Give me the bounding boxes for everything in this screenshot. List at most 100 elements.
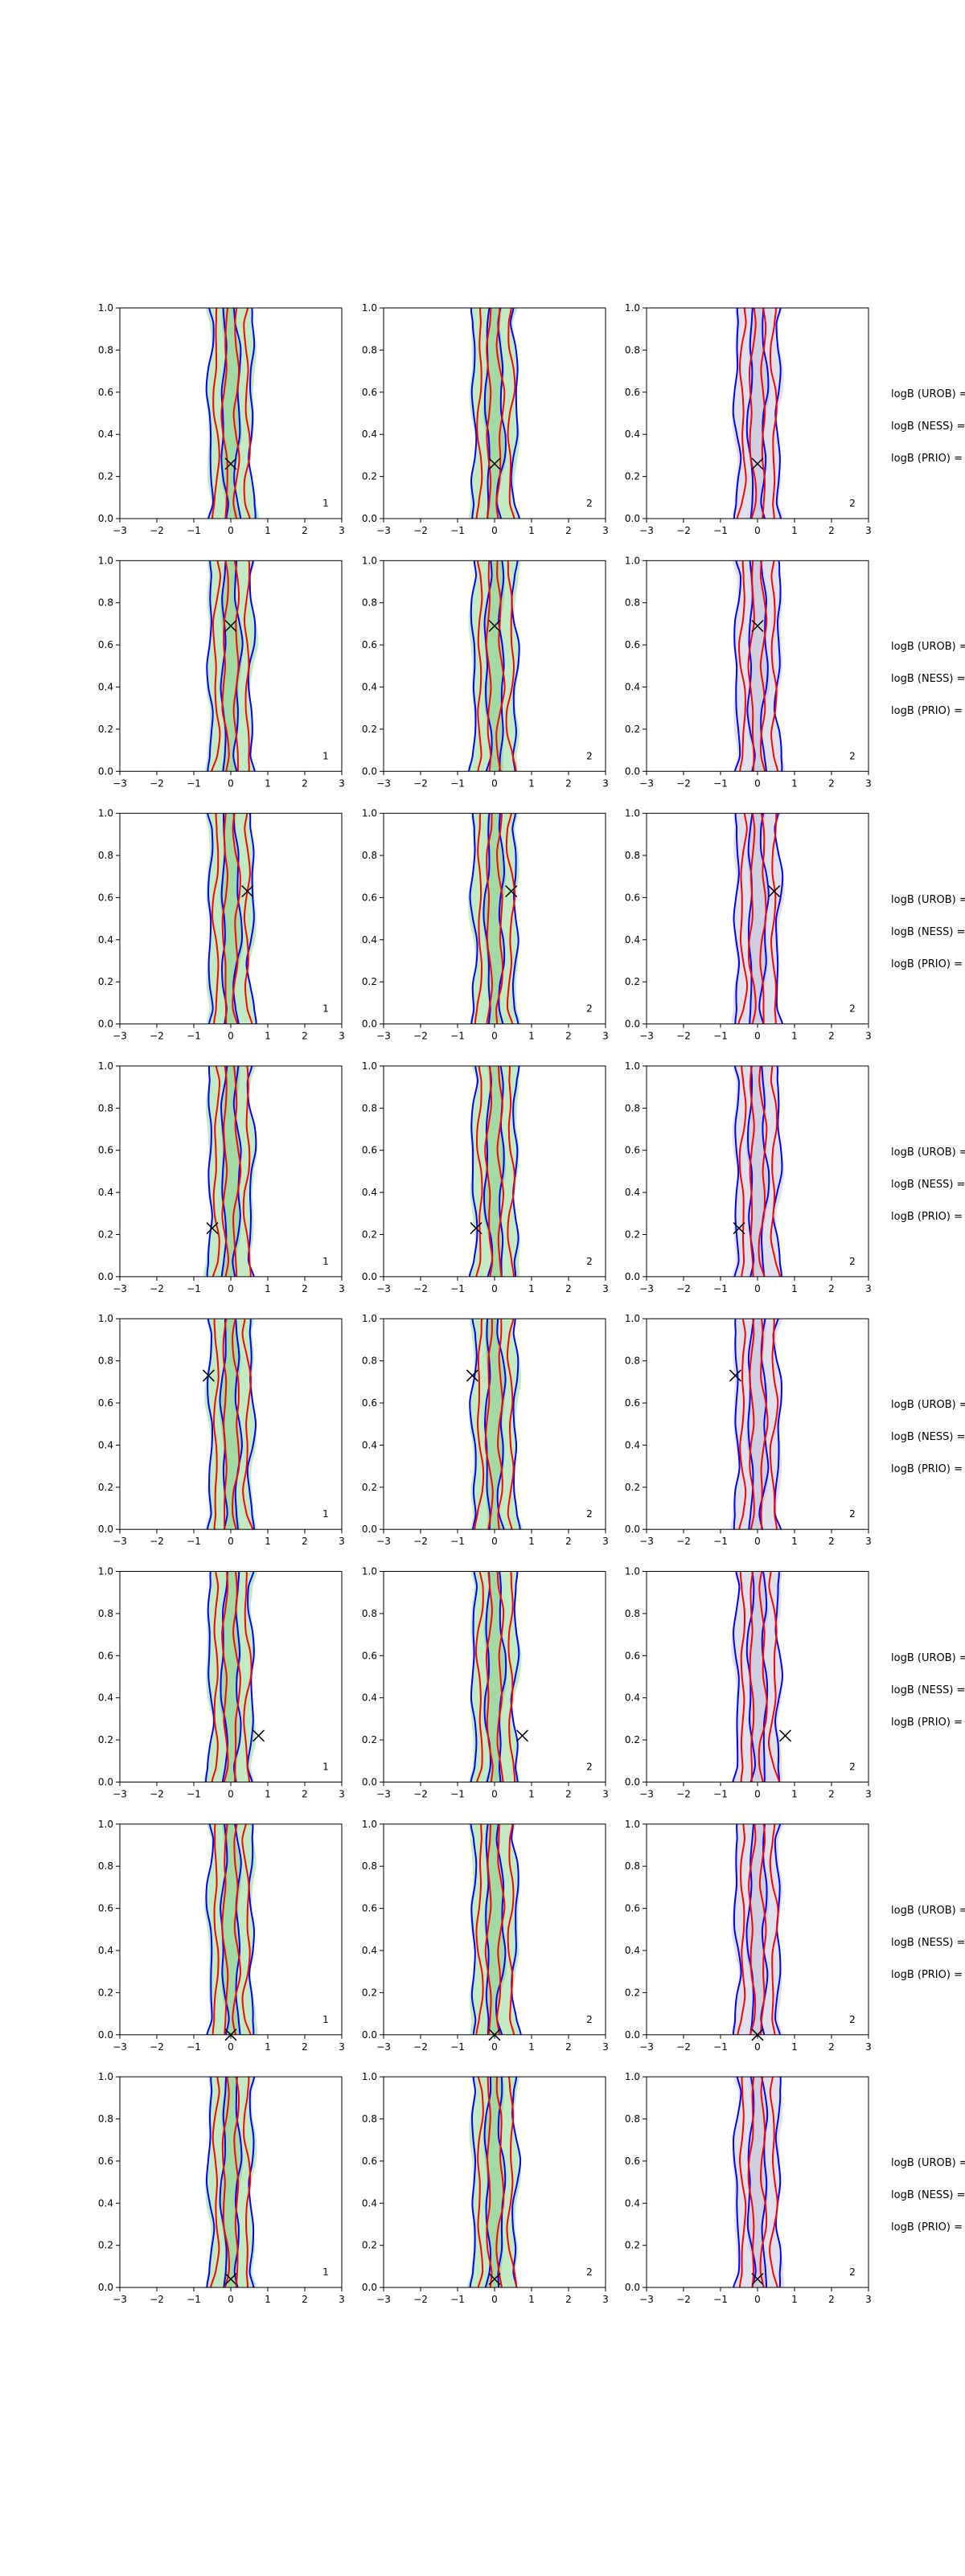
y-tick-label: 0.4 xyxy=(98,429,113,440)
x-tick-label: −1 xyxy=(713,2041,728,2053)
red-contour-outer xyxy=(736,308,778,519)
x-tick-label: 3 xyxy=(602,525,609,536)
x-tick-label: 1 xyxy=(791,1031,798,1042)
y-tick-label: 0.0 xyxy=(98,513,113,524)
logb-annotation: logB (UROB) = xyxy=(891,1651,965,1664)
y-tick-label: 0.0 xyxy=(98,2282,113,2293)
x-tick-label: 1 xyxy=(528,1789,535,1800)
density-contours xyxy=(466,2077,522,2288)
blue-contour-inner xyxy=(220,1065,242,1277)
red-contour-inner xyxy=(485,1571,505,1782)
x-tick-label: −3 xyxy=(113,777,127,789)
logb-annotation: logB (PRIO) = xyxy=(891,958,963,970)
y-tick-label: 0.0 xyxy=(625,765,640,777)
blue-contour-inner xyxy=(220,813,244,1024)
y-tick-label: 0.4 xyxy=(362,1692,377,1704)
red-contour-outer xyxy=(738,560,779,772)
truth-marker xyxy=(751,457,764,470)
corner-label: 2 xyxy=(849,498,856,509)
x-tick-label: −1 xyxy=(713,1283,728,1294)
x-tick-label: 3 xyxy=(602,1283,609,1294)
x-tick-label: −1 xyxy=(187,2041,201,2053)
red-contour-outer xyxy=(211,1571,253,1782)
y-tick-label: 0.8 xyxy=(98,1608,113,1619)
blue-contour-outer xyxy=(205,2077,256,2288)
truth-marker xyxy=(470,1222,482,1235)
y-tick-label: 0.4 xyxy=(362,2197,377,2209)
truth-marker xyxy=(751,2273,764,2286)
red-contour-inner xyxy=(747,2077,768,2288)
x-tick-label: 3 xyxy=(865,525,872,536)
x-tick-label: 3 xyxy=(602,1031,609,1042)
corner-label: 2 xyxy=(849,2014,856,2025)
y-tick-label: 0.8 xyxy=(625,1860,640,1872)
y-tick-label: 0.6 xyxy=(625,1397,640,1409)
x-tick-label: −3 xyxy=(639,1536,654,1547)
truth-marker xyxy=(733,1222,745,1235)
y-tick-label: 0.0 xyxy=(625,2282,640,2293)
blue-contour-inner xyxy=(219,1319,243,1530)
x-tick-label: −3 xyxy=(113,2294,127,2305)
blue-contour-outer xyxy=(205,1823,256,2035)
y-tick-label: 0.0 xyxy=(625,1019,640,1030)
contour-panel: −3 −2 −1 0 1 2 3 0.0 0.2 0.4 0.6 0.8 1.0 1 xyxy=(98,1313,345,1547)
y-tick-label: 0.4 xyxy=(98,1692,113,1704)
y-tick-label: 0.4 xyxy=(362,1945,377,1956)
truth-marker xyxy=(751,619,764,633)
red-contour-inner xyxy=(484,1823,506,2035)
density-contours xyxy=(204,1319,257,1530)
x-tick-label: 0 xyxy=(228,1283,234,1294)
contour-panel: −3 −2 −1 0 1 2 3 0.0 0.2 0.4 0.6 0.8 1.0 2 xyxy=(362,1313,609,1547)
x-tick-label: −2 xyxy=(150,1536,164,1547)
x-tick-label: −2 xyxy=(413,1789,428,1800)
x-tick-label: −2 xyxy=(150,2294,164,2305)
y-tick-label: 0.6 xyxy=(98,1145,113,1156)
x-tick-label: 1 xyxy=(528,1031,535,1042)
blue-contour-inner xyxy=(747,1319,770,1530)
contour-panel: −3 −2 −1 0 1 2 3 0.0 0.2 0.4 0.6 0.8 1.0 2 xyxy=(362,2071,609,2305)
x-tick-label: −1 xyxy=(713,777,728,789)
x-tick-label: 2 xyxy=(828,525,835,536)
red-contour-outer xyxy=(476,560,517,772)
x-tick-label: −3 xyxy=(113,1283,127,1294)
red-contour-outer xyxy=(474,813,516,1024)
y-tick-label: 0.0 xyxy=(98,1019,113,1030)
y-tick-label: 0.8 xyxy=(362,1356,377,1367)
red-contour-outer xyxy=(738,2077,778,2288)
red-contour-inner xyxy=(222,1319,240,1530)
y-tick-label: 0.6 xyxy=(625,1903,640,1914)
y-tick-label: 0.2 xyxy=(98,1229,113,1241)
y-tick-label: 0.2 xyxy=(625,1987,640,1998)
contour-panel: −3 −2 −1 0 1 2 3 0.0 0.2 0.4 0.6 0.8 1.0 2 xyxy=(625,2071,872,2305)
x-tick-label: −3 xyxy=(639,1031,654,1042)
x-tick-label: 2 xyxy=(828,1031,835,1042)
y-tick-label: 1.0 xyxy=(362,302,377,314)
y-tick-label: 0.2 xyxy=(362,1734,377,1745)
y-tick-label: 0.8 xyxy=(625,850,640,861)
red-contour-outer xyxy=(211,308,251,519)
density-fill-inner xyxy=(483,1571,507,1782)
y-tick-label: 1.0 xyxy=(625,302,640,314)
truth-marker xyxy=(505,885,518,898)
density-contours xyxy=(204,560,259,772)
blue-contour-inner xyxy=(485,1823,507,2035)
red-contour-outer xyxy=(211,1823,252,2035)
x-tick-label: 0 xyxy=(754,2294,761,2305)
y-tick-label: 0.0 xyxy=(98,1524,113,1535)
y-tick-label: 1.0 xyxy=(98,808,113,819)
x-tick-label: −2 xyxy=(413,525,428,536)
logb-annotation: logB (UROB) = xyxy=(891,1904,965,1917)
corner-label: 2 xyxy=(586,1762,593,1773)
x-tick-label: 0 xyxy=(228,2041,234,2053)
red-contour-inner xyxy=(221,1823,242,2035)
x-tick-label: −2 xyxy=(676,1536,691,1547)
y-tick-label: 1.0 xyxy=(625,808,640,819)
x-tick-label: −3 xyxy=(639,777,654,789)
blue-contour-outer xyxy=(733,1065,783,1277)
x-tick-label: −1 xyxy=(450,777,465,789)
blue-contour-outer xyxy=(732,308,782,519)
x-tick-label: −2 xyxy=(676,777,691,789)
y-tick-label: 0.8 xyxy=(362,1860,377,1872)
y-tick-label: 0.0 xyxy=(98,1777,113,1788)
density-fill-inner xyxy=(746,2077,769,2288)
